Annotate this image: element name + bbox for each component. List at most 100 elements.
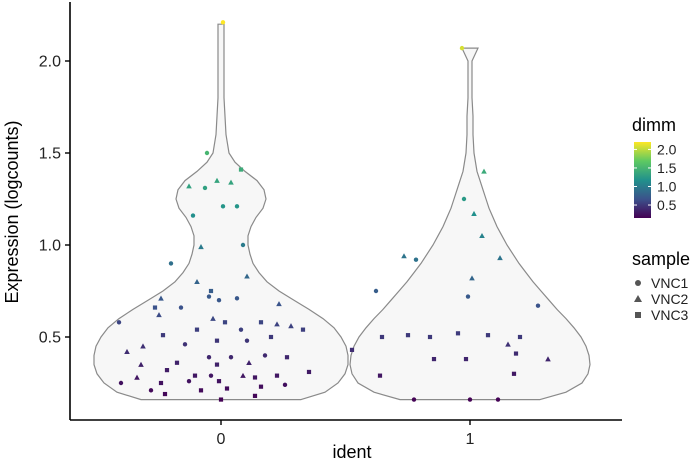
point-0-62 [148, 388, 154, 393]
point-1-74 [413, 257, 419, 262]
point-1-95 [467, 397, 473, 402]
point-0-0 [220, 20, 226, 25]
point-1-84 [427, 334, 433, 340]
point-1-82 [485, 333, 491, 338]
point-0-57 [158, 380, 164, 386]
point-0-51 [134, 374, 140, 380]
point-0-60 [258, 384, 264, 389]
legend-triangle-icon [634, 295, 642, 302]
point-1-86 [505, 341, 511, 347]
point-0-15 [208, 288, 214, 294]
point-0-7 [234, 204, 240, 209]
point-0-67 [218, 397, 224, 402]
point-1-85 [517, 334, 523, 340]
point-0-19 [216, 298, 222, 303]
point-1-96 [495, 397, 501, 402]
point-0-35 [268, 334, 274, 340]
point-0-61 [282, 382, 288, 388]
point-0-33 [160, 333, 166, 338]
colorbar [634, 142, 651, 218]
y-ticks: 0.5 1.0 1.5 2.0 [39, 54, 70, 347]
point-0-16 [206, 294, 212, 299]
color-legend: dimm 0.5 1.0 1.5 2.0 [632, 115, 677, 218]
point-0-56 [118, 380, 124, 386]
legend-circle-icon [635, 280, 641, 286]
point-1-75 [497, 255, 503, 261]
point-1-73 [401, 253, 407, 259]
point-0-58 [186, 378, 192, 384]
point-0-45 [174, 360, 180, 365]
point-1-68 [459, 45, 465, 51]
point-1-79 [535, 303, 541, 308]
point-0-66 [252, 393, 258, 398]
point-1-78 [465, 294, 471, 299]
violins-layer [93, 23, 591, 401]
x-tick-label-1: 1 [466, 431, 475, 448]
point-0-11 [198, 244, 204, 250]
point-0-43 [284, 355, 290, 360]
point-0-48 [164, 368, 170, 373]
legend-square-icon [635, 312, 641, 318]
shape-legend-label-0: VNC1 [651, 275, 689, 291]
point-0-63 [198, 388, 204, 393]
point-1-80 [405, 333, 411, 338]
point-0-17 [158, 295, 164, 301]
y-tick-label-2: 1.5 [39, 146, 61, 163]
x-axis-title: ident [332, 442, 371, 462]
point-1-70 [461, 196, 467, 202]
point-0-18 [234, 296, 240, 301]
point-0-46 [214, 362, 220, 367]
point-0-25 [210, 315, 216, 321]
point-0-37 [182, 342, 188, 347]
point-0-65 [162, 391, 168, 397]
y-axis-title: Expression (logcounts) [2, 120, 22, 303]
point-0-52 [208, 373, 214, 378]
point-0-50 [192, 373, 198, 378]
point-0-36 [244, 338, 250, 343]
point-0-53 [240, 372, 246, 378]
point-0-55 [274, 373, 280, 378]
point-0-1 [204, 150, 210, 156]
point-1-92 [377, 373, 383, 378]
point-1-94 [411, 397, 417, 402]
violin-1 [349, 47, 591, 401]
point-0-39 [124, 348, 130, 354]
point-0-40 [206, 355, 212, 360]
point-1-83 [379, 334, 385, 340]
point-1-90 [431, 356, 437, 362]
shape-legend-label-1: VNC2 [651, 291, 689, 307]
violin-0 [93, 23, 349, 401]
point-1-69 [481, 168, 487, 174]
point-1-81 [455, 331, 461, 336]
point-0-2 [238, 167, 244, 172]
point-0-6 [202, 185, 208, 191]
point-1-76 [469, 275, 475, 281]
point-0-4 [228, 179, 234, 185]
point-0-24 [116, 320, 122, 325]
point-0-23 [156, 312, 162, 318]
point-0-31 [194, 327, 200, 332]
point-0-27 [258, 320, 264, 325]
point-0-28 [274, 321, 280, 327]
colorbar-tick-label-2: 1.5 [657, 160, 677, 176]
point-0-42 [228, 355, 234, 360]
point-0-44 [138, 361, 144, 367]
point-1-87 [349, 347, 355, 352]
y-tick-label-1: 1.0 [39, 238, 61, 255]
point-0-22 [178, 305, 184, 310]
shape-legend-label-2: VNC3 [651, 307, 689, 323]
colorbar-ticks: 0.5 1.0 1.5 2.0 [634, 141, 677, 213]
point-1-93 [511, 371, 517, 376]
point-0-34 [214, 338, 220, 343]
colorbar-tick-label-1: 1.0 [657, 178, 677, 194]
point-0-13 [244, 273, 250, 279]
color-legend-title: dimm [632, 115, 676, 135]
points-layer [116, 20, 551, 402]
point-0-3 [214, 177, 220, 183]
point-0-5 [186, 183, 192, 189]
point-1-89 [545, 356, 551, 362]
point-0-54 [252, 375, 258, 380]
